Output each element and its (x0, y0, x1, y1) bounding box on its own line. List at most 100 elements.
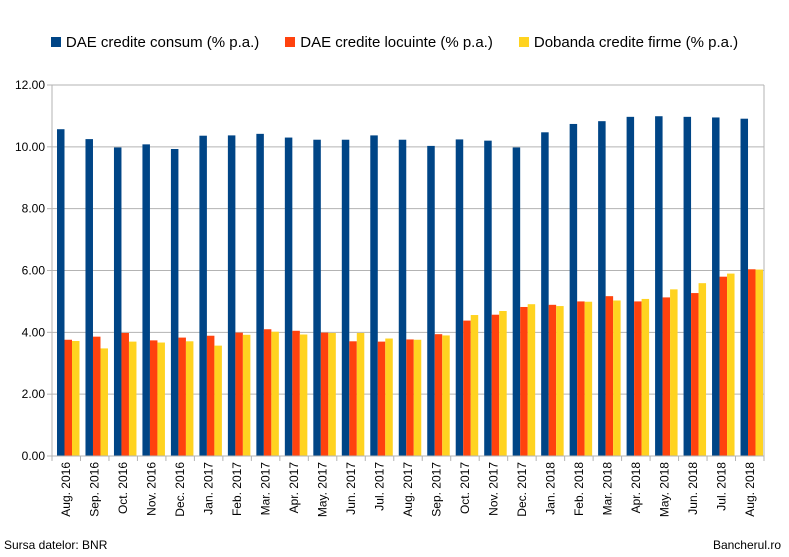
bar-firme (413, 339, 422, 456)
bar-consum (57, 129, 65, 457)
x-tick-label: Mar. 2017 (259, 462, 273, 516)
x-tick-label: Apr. 2018 (629, 462, 643, 514)
x-tick-label: Sep. 2016 (88, 462, 102, 517)
y-tick-label: 4.00 (22, 325, 46, 339)
x-tick-label: Jan. 2017 (202, 462, 216, 515)
x-tick-label: Jul. 2018 (714, 462, 728, 511)
legend-label-consum: DAE credite consum (% p.a.) (65, 33, 260, 51)
bar-firme (641, 298, 650, 456)
site-credit: Bancherul.ro (712, 538, 781, 552)
y-tick-label: 0.00 (22, 449, 46, 463)
x-tick-label: Jul. 2017 (373, 462, 387, 511)
legend-label-locuinte: DAE credite locuinte (% p.a.) (300, 33, 493, 51)
x-tick-label: Jun. 2018 (686, 462, 700, 515)
bar-consum (398, 139, 407, 456)
bar-consum (427, 145, 435, 457)
bar-firme (727, 273, 735, 456)
bar-locuinte (406, 339, 414, 456)
bar-consum (683, 116, 692, 456)
bar-consum (227, 135, 236, 456)
bar-locuinte (719, 276, 728, 456)
x-tick-label: Aug. 2016 (59, 462, 73, 517)
x-tick-label: Jan. 2018 (543, 462, 557, 515)
bar-firme (698, 283, 707, 456)
x-tick-label: Jun. 2017 (344, 462, 358, 515)
bar-consum (740, 118, 749, 457)
bar-consum (626, 116, 635, 456)
x-tick-label: Nov. 2016 (145, 462, 159, 516)
x-tick-label: Feb. 2018 (572, 462, 586, 516)
bar-firme (242, 334, 251, 456)
bar-firme (299, 334, 308, 456)
x-tick-label: Aug. 2017 (401, 462, 415, 517)
bar-locuinte (292, 330, 300, 456)
bar-consum (284, 137, 293, 456)
bar-firme (271, 331, 279, 456)
bar-locuinte (263, 329, 272, 456)
bar-firme (584, 301, 593, 456)
bar-consum (170, 148, 179, 456)
bar-locuinte (577, 301, 585, 456)
bar-locuinte (178, 337, 186, 456)
bar-consum (512, 147, 521, 456)
bar-locuinte (520, 306, 528, 456)
x-tick-label: Mar. 2018 (600, 462, 614, 516)
bar-locuinte (121, 332, 129, 456)
bar-consum (370, 135, 378, 456)
x-tick-label: Oct. 2016 (116, 462, 130, 514)
y-tick-label: 2.00 (22, 387, 46, 401)
x-tick-label: Dec. 2016 (173, 462, 187, 517)
bar-locuinte (434, 334, 443, 456)
bar-firme (157, 342, 165, 456)
legend-swatch-consum (50, 37, 61, 47)
bar-firme (214, 345, 222, 456)
bar-consum (256, 133, 264, 456)
bar-locuinte (662, 297, 671, 456)
chart-legend: DAE credite consum (% p.a.) DAE credite … (0, 32, 789, 52)
bar-firme (100, 348, 108, 456)
x-tick-label: May. 2017 (316, 462, 330, 517)
bar-firme (385, 338, 393, 456)
bar-consum (142, 144, 150, 457)
bar-firme (128, 341, 137, 456)
bar-consum (313, 139, 321, 456)
bar-locuinte (149, 340, 158, 456)
x-tick-label: May. 2018 (657, 462, 671, 517)
bar-consum (712, 117, 720, 457)
bar-firme (499, 311, 507, 456)
bar-firme (442, 335, 450, 456)
bar-consum (569, 123, 578, 456)
y-tick-label: 12.00 (15, 78, 45, 92)
bar-firme (185, 341, 194, 456)
bar-consum (85, 139, 93, 456)
bar-consum (541, 132, 549, 457)
x-tick-label: Apr. 2017 (287, 462, 301, 514)
x-tick-label: Sep. 2017 (429, 462, 443, 517)
legend-item-firme: Dobanda credite firme (% p.a.) (518, 34, 738, 51)
bar-firme (755, 269, 764, 456)
bar-locuinte (605, 296, 614, 456)
bar-firme (670, 289, 678, 456)
bar-firme (470, 315, 479, 456)
bar-firme (613, 300, 621, 456)
bar-locuinte (634, 301, 642, 456)
bar-locuinte (691, 293, 699, 456)
bar-consum (113, 147, 122, 456)
bar-locuinte (377, 341, 386, 456)
bar-firme (356, 332, 365, 456)
y-tick-label: 10.00 (15, 140, 45, 154)
bar-locuinte (548, 304, 557, 456)
legend-item-locuinte: DAE credite locuinte (% p.a.) (285, 34, 493, 51)
x-tick-label: Aug. 2018 (743, 462, 757, 517)
bar-locuinte (92, 336, 101, 456)
bar-locuinte (463, 320, 471, 456)
y-tick-label: 6.00 (22, 264, 46, 278)
bar-locuinte (206, 335, 215, 456)
bar-consum (341, 139, 350, 456)
bar-consum (598, 121, 606, 457)
x-tick-label: Oct. 2017 (458, 462, 472, 514)
legend-item-consum: DAE credite consum (% p.a.) (50, 33, 260, 51)
bar-consum (455, 139, 464, 456)
bar-consum (484, 140, 492, 456)
